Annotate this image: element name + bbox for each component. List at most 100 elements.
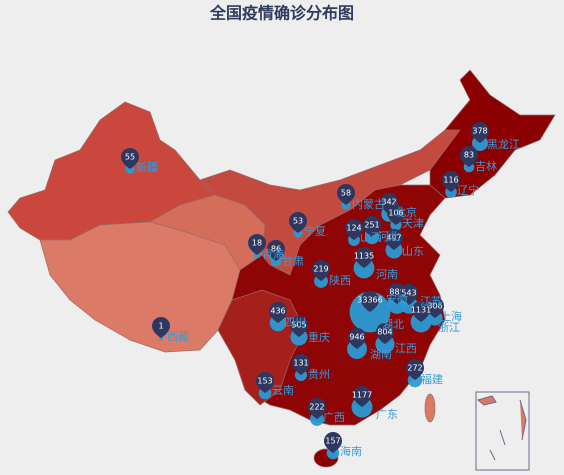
pin-value: 58 — [341, 189, 351, 198]
province-label: 湖南 — [370, 348, 392, 361]
province-label: 四川 — [284, 316, 306, 329]
pin-value: 116 — [443, 176, 458, 185]
pin: 18 — [248, 234, 266, 255]
pin: 306 — [426, 297, 444, 318]
pin-value: 131 — [293, 359, 308, 368]
province-label: 重庆 — [308, 330, 330, 344]
pin-value: 342 — [381, 198, 396, 207]
province-label: 河南 — [376, 268, 398, 281]
pin-value: 497 — [386, 234, 401, 243]
pin-value: 18 — [252, 239, 262, 248]
pin-shape — [269, 302, 287, 323]
pin-shape — [312, 260, 330, 281]
province-label: 云南 — [272, 384, 294, 397]
pin-shape — [361, 291, 379, 312]
pin: 58 — [337, 184, 355, 205]
pin: 1177 — [352, 386, 372, 407]
pin-value: 83 — [464, 151, 474, 160]
pin-shape — [412, 301, 430, 322]
pin-shape — [355, 247, 373, 268]
pin-shape — [348, 328, 366, 349]
pin-value: 1135 — [354, 252, 374, 261]
pin-shape — [406, 359, 424, 380]
region — [424, 393, 436, 423]
pin-shape — [353, 386, 371, 407]
pin-value: 946 — [349, 333, 364, 342]
pin: 1 — [152, 317, 170, 338]
pin-shape — [385, 229, 403, 250]
province-label: 北京 — [395, 205, 417, 219]
province-label: 内蒙古 — [352, 197, 385, 211]
pin-value: 55 — [125, 153, 135, 162]
pin-value: 106 — [388, 209, 403, 218]
pin: 804 — [376, 323, 394, 344]
pin: 124 — [345, 219, 363, 240]
pin: 153 — [256, 372, 274, 393]
pin-shape — [471, 122, 489, 143]
pin: 33366 — [357, 291, 383, 312]
pin-value: 124 — [346, 224, 361, 233]
pin-shape — [324, 432, 342, 453]
province-label: 浙江 — [438, 321, 460, 334]
province-label: 上海 — [440, 309, 462, 323]
pin-value: 804 — [377, 328, 392, 337]
pin-value: 33366 — [357, 296, 382, 305]
pin: 1135 — [354, 247, 374, 268]
pin-shape — [442, 171, 460, 192]
pin-value: 306 — [427, 302, 442, 311]
pin-value: 378 — [472, 127, 487, 136]
pin-shape — [387, 204, 405, 225]
province-label: 贵州 — [308, 368, 330, 381]
pin: 497 — [385, 229, 403, 250]
pin-shape — [152, 317, 170, 338]
pin: 1131 — [411, 301, 431, 322]
pin: 543 — [400, 284, 418, 305]
pin-shape — [267, 240, 285, 261]
map-title: 全国疫情确诊分布图 — [209, 4, 354, 23]
pin-value: 86 — [271, 245, 281, 254]
pin-shape — [121, 148, 139, 169]
province-label: 青海 — [262, 247, 284, 261]
province-label: 山西 — [360, 231, 382, 244]
pin-value: 272 — [407, 364, 422, 373]
pin-value: 505 — [291, 321, 306, 330]
pin-value: 251 — [364, 221, 379, 230]
pin: 157 — [324, 432, 342, 453]
pin: 272 — [406, 359, 424, 380]
pin-shape — [376, 323, 394, 344]
pin: 251 — [363, 216, 381, 237]
province-label: 山东 — [402, 245, 424, 258]
pin: 505 — [290, 316, 308, 337]
pin: 222 — [308, 398, 326, 419]
region — [39, 221, 241, 353]
province-label: 海南 — [340, 444, 362, 458]
pin: 83 — [460, 146, 478, 167]
pin: 436 — [269, 302, 287, 323]
pin-shape — [248, 234, 266, 255]
pin: 946 — [348, 328, 366, 349]
province-label: 吉林 — [475, 159, 497, 173]
china-map — [7, 69, 556, 471]
pin-value: 53 — [293, 217, 303, 226]
province-label: 黑龙江 — [487, 138, 520, 151]
province-label: 宁夏 — [304, 224, 326, 238]
pin-value: 436 — [270, 307, 285, 316]
province-label: 江苏 — [420, 295, 442, 308]
province-label: 广东 — [376, 408, 398, 421]
province-label: 广西 — [323, 411, 345, 424]
pin: 219 — [312, 260, 330, 281]
pin-shape — [289, 212, 307, 233]
pin: 53 — [289, 212, 307, 233]
pin: 116 — [442, 171, 460, 192]
province-label: 福建 — [421, 372, 443, 386]
province-label: 天津 — [402, 217, 424, 230]
pin-value: 1 — [158, 322, 163, 331]
region — [429, 69, 556, 199]
pin-shape — [460, 146, 478, 167]
province-label: 新疆 — [136, 160, 158, 174]
province-label: 河北 — [378, 230, 400, 243]
pin-value: 1177 — [352, 391, 372, 400]
